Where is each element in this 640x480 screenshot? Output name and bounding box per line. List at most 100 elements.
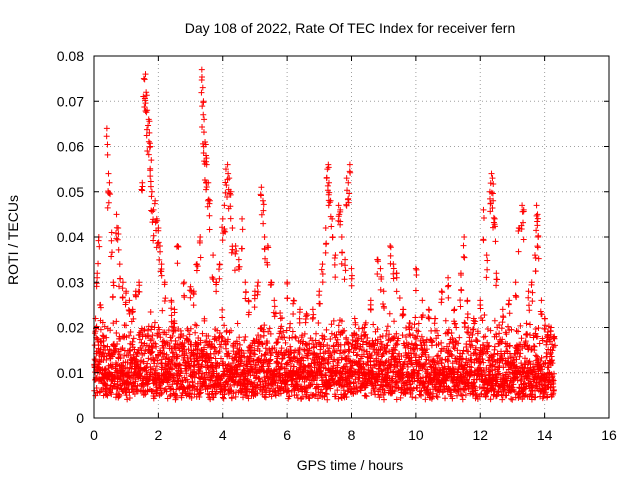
data-point [413,272,420,279]
data-point [119,285,126,292]
data-point [95,342,102,349]
data-point [518,335,525,342]
data-point [457,391,464,398]
data-point [515,346,522,353]
data-point [399,332,406,339]
data-point [486,342,493,349]
data-point [271,345,278,352]
data-point [451,320,458,327]
data-point [218,333,225,340]
data-point [500,313,507,320]
data-point [262,345,269,352]
data-point [523,320,530,327]
data-point [312,337,319,344]
data-point [318,386,325,393]
data-point [209,274,216,281]
data-point [174,353,181,360]
data-point [433,393,440,400]
data-point [412,265,419,272]
data-point [323,175,330,182]
data-point [506,342,513,349]
data-point [97,326,104,333]
data-point [291,297,298,304]
data-point [113,318,120,325]
data-point [351,315,358,322]
data-point [221,225,228,232]
data-point [490,181,497,188]
x-tick-label: 10 [408,427,424,443]
data-point [254,390,261,397]
x-tick-label: 16 [601,427,617,443]
data-point [113,329,120,336]
data-point [170,350,177,357]
data-point [320,343,327,350]
data-point [234,320,241,327]
data-point [110,282,117,289]
data-point [464,311,471,318]
data-point [147,337,154,344]
data-point [157,248,164,255]
data-point [110,320,117,327]
data-point [148,323,155,330]
data-point [190,302,197,309]
data-point [493,392,500,399]
data-point [378,353,385,360]
data-point [406,331,413,338]
data-point [97,317,104,324]
data-point [509,384,516,391]
data-point [421,342,428,349]
data-point [343,394,350,401]
data-point [331,255,338,262]
data-point [188,341,195,348]
data-point [202,141,209,148]
data-point [141,326,148,333]
data-point [487,200,494,207]
data-point [100,338,107,345]
data-point [199,370,206,377]
data-point [332,252,339,259]
data-point [148,188,155,195]
data-point [193,322,200,329]
data-point [377,286,384,293]
data-point [552,342,559,349]
data-point [129,338,136,345]
data-point [278,345,285,352]
data-point [180,332,187,339]
data-point [277,315,284,322]
grid-layer [94,56,609,418]
data-point [487,327,494,334]
data-point [203,158,210,165]
data-point [517,322,524,329]
data-point [144,332,151,339]
data-point [161,298,168,305]
data-point [230,390,237,397]
data-point [408,384,415,391]
data-point [102,366,109,373]
data-point [471,320,478,327]
data-point [123,392,130,399]
data-point [534,333,541,340]
data-point [318,361,325,368]
data-point [438,299,445,306]
data-point [457,297,464,304]
data-point [469,342,476,349]
data-point [389,382,396,389]
data-point [422,349,429,356]
data-point [262,394,269,401]
data-point [205,179,212,186]
data-point [531,343,538,350]
data-point [307,363,314,370]
data-point [274,359,281,366]
data-point [374,270,381,277]
data-point [277,328,284,335]
data-point [338,234,345,240]
data-point [529,391,536,398]
data-point [319,261,326,268]
data-point [225,378,232,385]
data-point [324,342,331,349]
data-point [187,283,194,290]
data-point [221,322,228,329]
data-point [138,339,145,346]
data-point [91,330,98,337]
data-point [146,129,153,136]
